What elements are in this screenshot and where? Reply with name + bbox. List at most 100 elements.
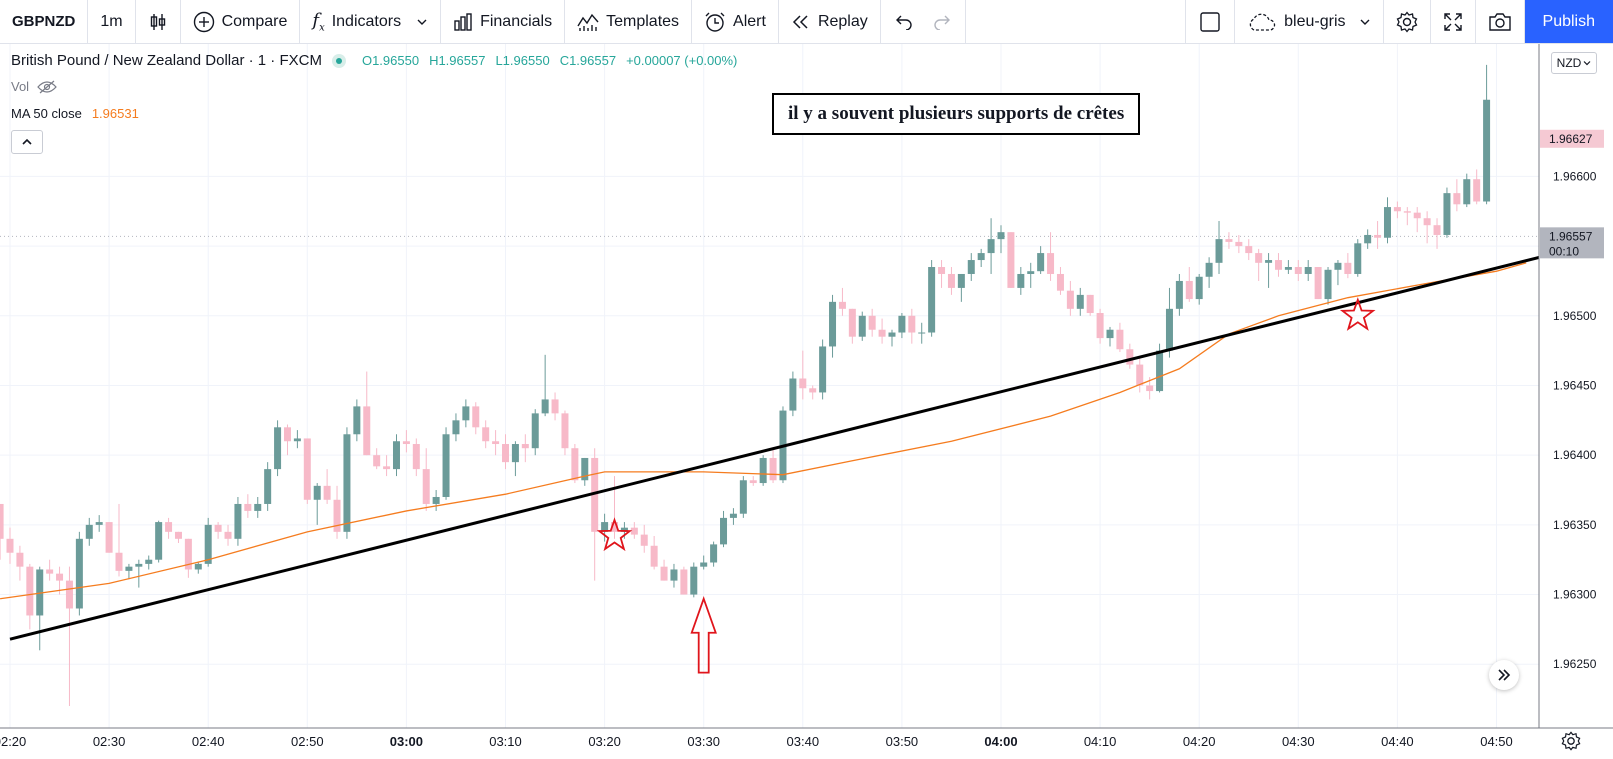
candle (819, 339, 827, 400)
currency-selector[interactable]: NZD (1551, 52, 1597, 74)
candle (660, 559, 668, 581)
price-chart[interactable]: 1.966001.965501.965001.964501.964001.963… (0, 44, 1613, 759)
candle (274, 420, 282, 477)
redo-icon (934, 15, 950, 30)
financials-button[interactable]: Financials (441, 0, 566, 43)
alert-button[interactable]: Alert (692, 0, 779, 43)
chevron-down-icon (1360, 19, 1370, 25)
replay-button[interactable]: Replay (779, 0, 881, 43)
alert-label: Alert (733, 12, 766, 30)
settings-button[interactable] (1384, 0, 1431, 43)
candle-body (591, 457, 599, 532)
candle (918, 322, 926, 344)
candle-body (1146, 385, 1154, 392)
candle-body (997, 232, 1005, 240)
candle-body (888, 332, 896, 337)
layout-theme-button[interactable]: bleu-gris (1235, 0, 1384, 43)
candle-body (601, 522, 609, 532)
bar-chart-icon (454, 12, 472, 31)
candle (26, 563, 34, 630)
candle (720, 510, 728, 548)
fullscreen-toggle-button[interactable] (1186, 0, 1236, 43)
candle-body (1056, 273, 1064, 291)
candle (1205, 257, 1213, 288)
candle (492, 430, 500, 456)
candle-body (1076, 294, 1084, 309)
volume-indicator[interactable]: Vol (11, 79, 57, 94)
candle (442, 427, 450, 500)
candle-body (1027, 271, 1035, 274)
gear-icon (1396, 10, 1417, 33)
chart-settings-gear-icon[interactable] (1561, 731, 1581, 751)
chart-type-button[interactable] (136, 0, 181, 43)
currency-label: NZD (1556, 56, 1582, 70)
candle-body (878, 329, 886, 337)
candle-body (908, 315, 916, 333)
templates-button[interactable]: Templates (565, 0, 693, 43)
candle-body (1126, 349, 1134, 365)
candle (1443, 187, 1451, 238)
expand-icon (1443, 12, 1462, 31)
candle (363, 371, 371, 456)
candle-body (174, 531, 182, 539)
candle-body (1185, 280, 1193, 300)
undo-button[interactable] (881, 0, 921, 43)
expand-button[interactable] (1431, 0, 1476, 43)
indicators-button[interactable]: fx Indicators (300, 0, 442, 43)
publish-button[interactable]: Publish (1524, 0, 1613, 43)
compare-button[interactable]: Compare (181, 0, 301, 43)
candle (184, 538, 192, 578)
symbol-search-button[interactable]: GBPNZD (0, 0, 89, 43)
replay-label: Replay (817, 12, 868, 30)
candle (977, 248, 985, 268)
redo-button[interactable] (921, 0, 966, 43)
candle-body (1274, 260, 1282, 270)
candle (1116, 322, 1124, 353)
candle-body (1245, 246, 1253, 254)
candle (789, 371, 797, 417)
close-value: C1.96557 (559, 53, 617, 68)
candle (0, 503, 4, 560)
ma-indicator-legend[interactable]: MA 50 close 1.96531 (11, 106, 139, 121)
scroll-to-realtime-button[interactable] (1489, 660, 1519, 690)
price-tick-label: 1.96350 (1553, 518, 1597, 532)
candle-body (204, 524, 212, 564)
collapse-legend-button[interactable] (11, 130, 43, 154)
time-tick-label: 03:00 (390, 734, 423, 749)
candle (1106, 326, 1114, 347)
candle (502, 434, 509, 470)
candle (224, 524, 232, 546)
interval-button[interactable]: 1m (88, 0, 136, 43)
star-marker (1339, 297, 1376, 331)
candle (908, 308, 916, 344)
candle-body (452, 420, 460, 435)
price-tick-label: 1.96250 (1553, 657, 1597, 671)
candle-body (680, 569, 688, 595)
candle-body (323, 485, 331, 500)
snapshot-button[interactable] (1476, 0, 1525, 43)
price-tick-label: 1.96400 (1553, 448, 1597, 462)
ma50-line (0, 262, 1527, 600)
candle-body (313, 485, 321, 500)
symbol-title[interactable]: British Pound / New Zealand Dollar · 1 ·… (11, 52, 322, 69)
open-value: O1.96550 (361, 53, 420, 68)
candles (0, 64, 1491, 707)
candle (561, 410, 569, 456)
ma-label: MA 50 close (11, 106, 82, 121)
candle-body (739, 480, 747, 514)
candle (1374, 221, 1382, 249)
candle-body (838, 301, 846, 309)
candle (898, 313, 906, 339)
candles-icon (150, 13, 165, 30)
candle (174, 531, 182, 543)
candle-body (115, 552, 123, 571)
candle-body (303, 438, 311, 500)
candle-body (1374, 234, 1382, 238)
candle (343, 427, 351, 539)
eye-hidden-icon[interactable] (37, 80, 57, 94)
ohlc-values: O1.96550 H1.96557 L1.96550 C1.96557 +0.0… (362, 53, 737, 68)
annotation-text-box[interactable]: il y a souvent plusieurs supports de crê… (772, 93, 1141, 135)
candle-body (0, 503, 4, 539)
candle (1354, 239, 1362, 277)
candle-body (125, 566, 133, 571)
